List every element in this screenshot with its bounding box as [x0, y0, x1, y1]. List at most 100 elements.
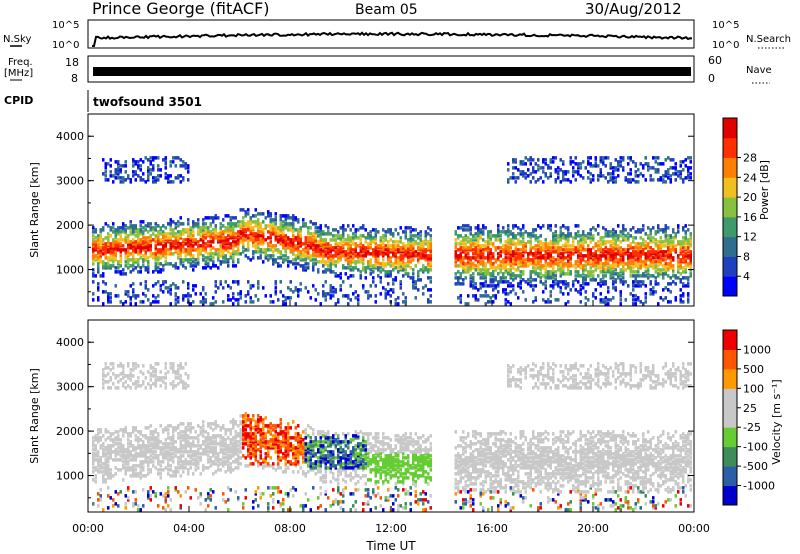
echo-cell	[362, 234, 365, 238]
echo-cell	[645, 244, 648, 248]
echo-cell	[157, 432, 160, 436]
echo-cell	[155, 368, 158, 372]
echo-cell	[180, 494, 183, 498]
power-colorbar-label-5: 24	[743, 171, 757, 184]
echo-cell	[637, 280, 640, 284]
echo-cell	[662, 178, 665, 182]
echo-cell	[157, 472, 160, 476]
echo-cell	[100, 234, 103, 238]
echo-cell	[130, 474, 133, 478]
echo-cell	[625, 298, 628, 302]
echo-cell	[145, 474, 148, 478]
echo-cell	[190, 258, 193, 262]
echo-cell	[687, 282, 690, 286]
echo-cell	[412, 238, 415, 242]
echo-cell	[475, 232, 478, 236]
echo-cell	[547, 176, 550, 180]
echo-cell	[595, 156, 598, 160]
echo-cell	[312, 222, 315, 226]
echo-cell	[125, 272, 128, 276]
echo-cell	[170, 174, 173, 178]
echo-cell	[175, 232, 178, 236]
echo-cell	[627, 284, 630, 288]
echo-cell	[627, 232, 630, 236]
echo-cell	[115, 466, 118, 470]
echo-cell	[665, 158, 668, 162]
echo-cell	[590, 162, 593, 166]
echo-cell	[642, 302, 645, 306]
echo-cell	[652, 236, 655, 240]
echo-cell	[377, 244, 380, 248]
echo-cell	[147, 236, 150, 240]
echo-cell	[670, 158, 673, 162]
echo-cell	[92, 292, 95, 296]
echo-cell	[505, 298, 508, 302]
echo-cell	[212, 228, 215, 232]
echo-cell	[357, 236, 360, 240]
echo-cell	[182, 264, 185, 268]
echo-cell	[147, 240, 150, 244]
echo-cell	[107, 464, 110, 468]
echo-cell	[167, 428, 170, 432]
echo-cell	[92, 466, 95, 470]
echo-cell	[425, 266, 428, 270]
echo-cell	[402, 300, 405, 304]
echo-cell	[482, 268, 485, 272]
echo-cell	[155, 466, 158, 470]
echo-cell	[142, 236, 145, 240]
echo-cell	[425, 284, 428, 288]
echo-cell	[645, 156, 648, 160]
echo-cell	[517, 238, 520, 242]
echo-cell	[330, 294, 333, 298]
echo-cell	[127, 486, 130, 490]
echo-cell	[632, 270, 635, 274]
echo-cell	[575, 266, 578, 270]
echo-cell	[537, 272, 540, 276]
echo-cell	[227, 264, 230, 268]
echo-cell	[647, 162, 650, 166]
echo-cell	[105, 362, 108, 366]
echo-cell	[417, 252, 420, 256]
station-title: Prince George (fitACF)	[92, 0, 270, 18]
echo-cell	[555, 234, 558, 238]
echo-cell	[337, 248, 340, 252]
echo-cell	[570, 262, 573, 266]
echo-cell	[555, 278, 558, 282]
echo-cell	[197, 240, 200, 244]
echo-cell	[627, 244, 630, 248]
echo-cell	[540, 176, 543, 180]
echo-cell	[472, 252, 475, 256]
echo-cell	[115, 458, 118, 462]
echo-cell	[582, 286, 585, 290]
echo-cell	[305, 246, 308, 250]
echo-cell	[395, 244, 398, 248]
echo-cell	[652, 274, 655, 278]
echo-cell	[235, 298, 238, 302]
echo-cell	[180, 378, 183, 382]
echo-cell	[210, 248, 213, 252]
echo-cell	[655, 264, 658, 268]
echo-cell	[460, 240, 463, 244]
echo-cell	[395, 302, 398, 306]
echo-cell	[225, 226, 228, 230]
echo-cell	[577, 240, 580, 244]
echo-cell	[147, 166, 150, 170]
echo-cell	[155, 450, 158, 454]
echo-cell	[430, 228, 433, 232]
echo-cell	[175, 486, 178, 490]
echo-cell	[590, 278, 593, 282]
echo-cell	[610, 234, 613, 238]
echo-cell	[427, 254, 430, 258]
echo-cell	[127, 250, 130, 254]
echo-cell	[200, 244, 203, 248]
echo-cell	[155, 436, 158, 440]
echo-cell	[180, 180, 183, 184]
echo-cell	[122, 244, 125, 248]
echo-cell	[130, 368, 133, 372]
echo-cell	[315, 226, 318, 230]
echo-cell	[465, 228, 468, 232]
echo-cell	[350, 268, 353, 272]
echo-cell	[547, 298, 550, 302]
echo-cell	[312, 232, 315, 236]
